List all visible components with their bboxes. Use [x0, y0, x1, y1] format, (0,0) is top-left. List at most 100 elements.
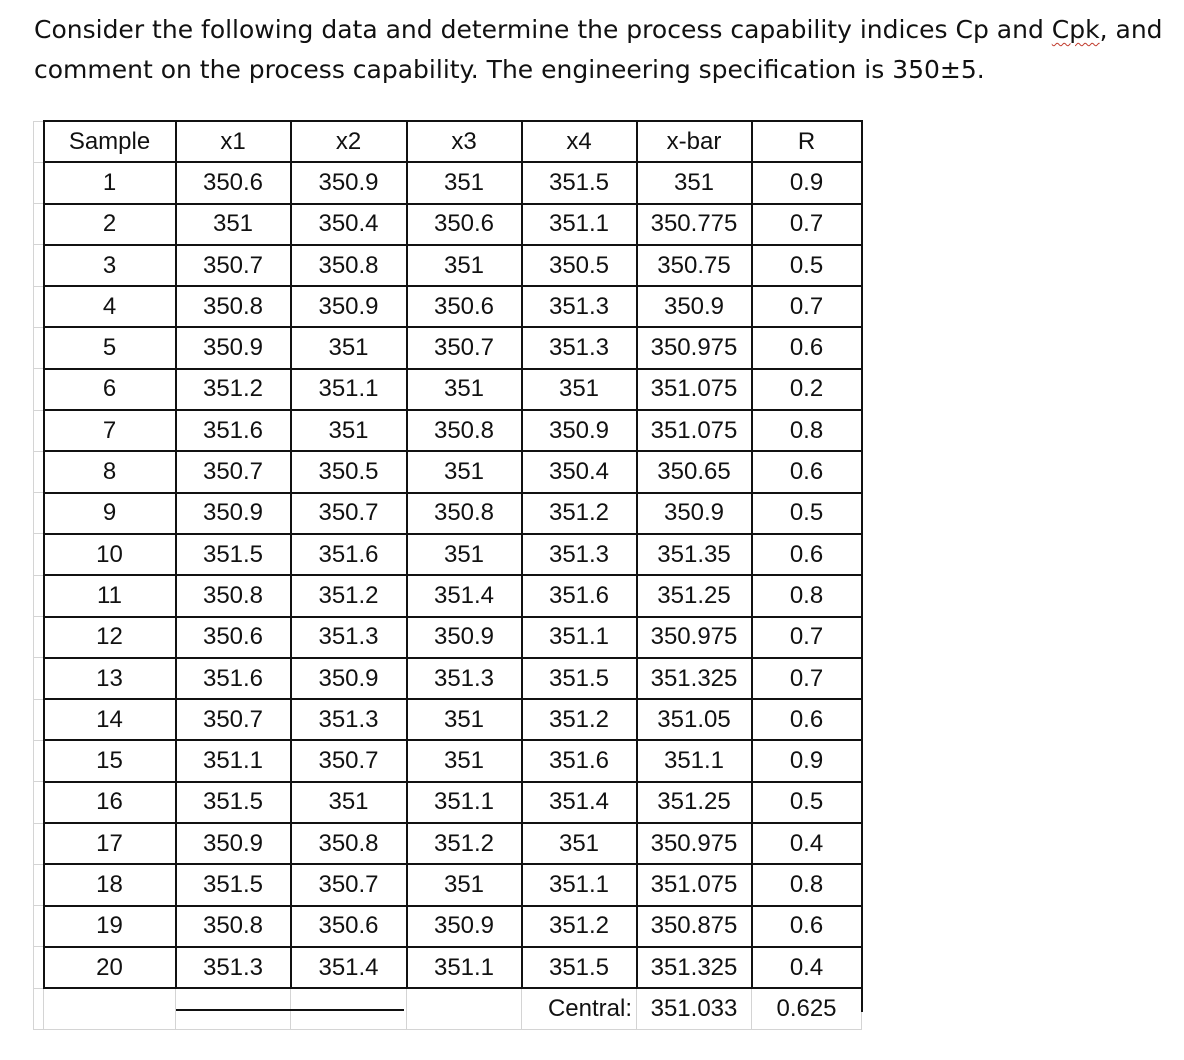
cell-x-bar[interactable]: 350.775 [635, 202, 753, 246]
cell-r[interactable]: 0.6 [750, 904, 863, 948]
cell-x4[interactable]: 351.3 [520, 532, 638, 577]
cell-sample[interactable]: 1 [42, 161, 177, 205]
cell-sample[interactable]: 14 [42, 698, 177, 742]
cell-x-bar[interactable]: 350.75 [635, 243, 753, 288]
cell-x1[interactable]: 351.1 [174, 739, 292, 783]
cell-x2[interactable]: 350.4 [289, 202, 408, 246]
cell-sample[interactable]: 17 [42, 822, 177, 866]
cell-x4[interactable]: 351.5 [520, 656, 638, 701]
cell-x4[interactable]: 351.2 [520, 904, 638, 948]
cell-x3[interactable]: 351 [405, 243, 523, 288]
cell-x3[interactable]: 351 [405, 739, 523, 783]
cell-x2[interactable]: 351.6 [289, 532, 408, 577]
header-cell-sample[interactable]: Sample [42, 119, 177, 164]
header-cell-x2[interactable]: x2 [289, 119, 408, 164]
row-edge-cell[interactable] [33, 120, 44, 163]
cell-sample[interactable]: 11 [42, 574, 177, 618]
cell-x3[interactable]: 350.7 [405, 326, 523, 370]
row-edge-cell[interactable] [33, 368, 44, 411]
cell-x3[interactable]: 350.9 [405, 904, 523, 948]
cell-x4[interactable]: 351.5 [520, 945, 638, 990]
cell-x4[interactable]: 351.1 [520, 863, 638, 907]
central-label[interactable]: Central: [521, 987, 637, 1030]
cell-x3[interactable]: 351 [405, 532, 523, 577]
cell-x1[interactable]: 350.6 [174, 615, 292, 659]
row-edge-cell[interactable] [33, 409, 44, 452]
cell-x-bar[interactable]: 350.9 [635, 491, 753, 535]
cell-x2[interactable]: 350.8 [289, 243, 408, 288]
cell-x4[interactable]: 351.2 [520, 491, 638, 535]
cell-x4[interactable]: 351.5 [520, 161, 638, 205]
cell-x2[interactable]: 351.1 [289, 367, 408, 412]
cell-x3[interactable]: 350.8 [405, 491, 523, 535]
row-edge-cell[interactable] [33, 946, 44, 989]
header-cell-r[interactable]: R [750, 119, 863, 164]
header-cell-x1[interactable]: x1 [174, 119, 292, 164]
cell-r[interactable]: 0.8 [750, 574, 863, 618]
cell-x-bar[interactable]: 351.325 [635, 945, 753, 990]
row-edge-cell[interactable] [33, 574, 44, 618]
row-edge-cell[interactable] [33, 698, 44, 741]
cell-x1[interactable]: 350.9 [174, 326, 292, 370]
cell-sample[interactable]: 18 [42, 863, 177, 907]
cell-x3[interactable]: 350.6 [405, 202, 523, 246]
cell-r[interactable]: 0.8 [750, 863, 863, 907]
cell-sample[interactable]: 15 [42, 739, 177, 783]
cell-x1[interactable]: 351 [174, 202, 292, 246]
cell-x1[interactable]: 350.6 [174, 161, 292, 205]
row-edge-cell[interactable] [33, 203, 44, 246]
cell-x3[interactable]: 351 [405, 161, 523, 205]
cell-x-bar[interactable]: 350.975 [635, 822, 753, 866]
empty-cell[interactable] [43, 987, 176, 1030]
row-edge-cell[interactable] [33, 657, 44, 700]
empty-cell[interactable] [290, 987, 407, 1030]
header-cell-x3[interactable]: x3 [405, 119, 523, 164]
row-edge-cell[interactable] [33, 616, 44, 659]
cell-sample[interactable]: 7 [42, 409, 177, 453]
cell-x2[interactable]: 351.2 [289, 574, 408, 618]
empty-cell[interactable] [406, 987, 522, 1030]
central-xbar-value[interactable]: 351.033 [636, 987, 752, 1030]
cell-x4[interactable]: 351.3 [520, 285, 638, 329]
cell-r[interactable]: 0.5 [750, 780, 863, 825]
central-r-value[interactable]: 0.625 [751, 987, 862, 1030]
cell-x1[interactable]: 351.5 [174, 863, 292, 907]
cell-r[interactable]: 0.6 [750, 326, 863, 370]
cell-x1[interactable]: 351.3 [174, 945, 292, 990]
cell-r[interactable]: 0.2 [750, 367, 863, 412]
cell-x3[interactable]: 351 [405, 698, 523, 742]
cell-x2[interactable]: 351.4 [289, 945, 408, 990]
cell-x-bar[interactable]: 351.25 [635, 780, 753, 825]
cell-sample[interactable]: 19 [42, 904, 177, 948]
cell-x4[interactable]: 350.4 [520, 450, 638, 494]
cell-x3[interactable]: 351.1 [405, 780, 523, 825]
cell-x1[interactable]: 351.5 [174, 532, 292, 577]
cell-x-bar[interactable]: 351.25 [635, 574, 753, 618]
cell-x4[interactable]: 351.6 [520, 739, 638, 783]
cell-x4[interactable]: 350.9 [520, 409, 638, 453]
cell-sample[interactable]: 8 [42, 450, 177, 494]
cell-sample[interactable]: 13 [42, 656, 177, 701]
cell-x4[interactable]: 351.2 [520, 698, 638, 742]
row-edge-cell[interactable] [33, 822, 44, 865]
cell-r[interactable]: 0.5 [750, 243, 863, 288]
cell-sample[interactable]: 10 [42, 532, 177, 577]
cell-r[interactable]: 0.8 [750, 409, 863, 453]
row-edge-cell[interactable] [33, 492, 44, 535]
cell-x4[interactable]: 351.6 [520, 574, 638, 618]
cell-r[interactable]: 0.7 [750, 285, 863, 329]
cell-x2[interactable]: 351.3 [289, 698, 408, 742]
cell-x4[interactable]: 351 [520, 367, 638, 412]
cell-x-bar[interactable]: 350.975 [635, 326, 753, 370]
cell-x2[interactable]: 350.5 [289, 450, 408, 494]
cell-sample[interactable]: 9 [42, 491, 177, 535]
cell-sample[interactable]: 12 [42, 615, 177, 659]
header-cell-x4[interactable]: x4 [520, 119, 638, 164]
cell-x-bar[interactable]: 350.9 [635, 285, 753, 329]
cell-x-bar[interactable]: 351.35 [635, 532, 753, 577]
row-edge-cell[interactable] [33, 781, 44, 824]
cell-sample[interactable]: 4 [42, 285, 177, 329]
cell-x-bar[interactable]: 350.975 [635, 615, 753, 659]
cell-x3[interactable]: 351.1 [405, 945, 523, 990]
cell-x3[interactable]: 351.4 [405, 574, 523, 618]
